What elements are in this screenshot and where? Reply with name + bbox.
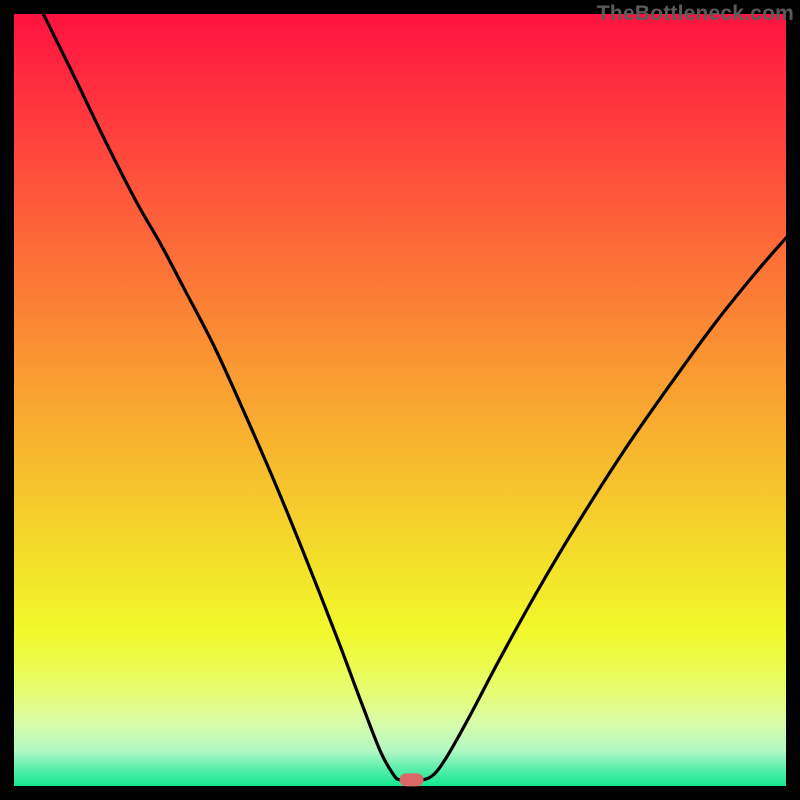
optimum-marker <box>400 773 424 786</box>
attribution-watermark: TheBottleneck.com <box>597 2 794 26</box>
chart-background-gradient <box>14 14 786 786</box>
bottleneck-chart <box>0 0 800 800</box>
chart-container: TheBottleneck.com <box>0 0 800 800</box>
